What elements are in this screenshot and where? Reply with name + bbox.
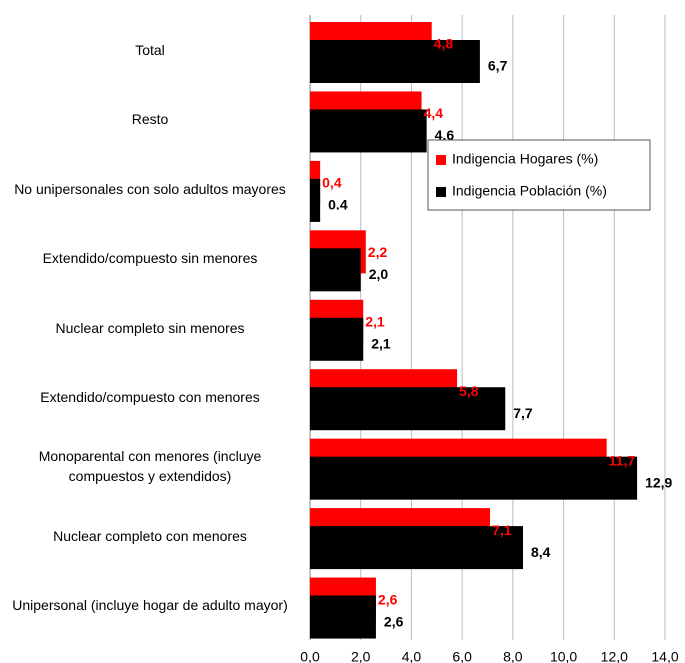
bar xyxy=(310,526,523,570)
bar xyxy=(310,317,364,361)
value-label: 7,1 xyxy=(492,522,512,538)
y-tick-label: No unipersonales con solo adultos mayore… xyxy=(14,180,286,197)
y-tick-label: Nuclear completo sin menores xyxy=(55,319,245,336)
value-label: 4,4 xyxy=(424,105,444,121)
legend-swatch xyxy=(436,155,446,165)
y-tick-label: Monoparental con menores (incluye compue… xyxy=(38,448,262,485)
x-tick-label: 4,0 xyxy=(402,649,422,663)
y-tick-label: Total xyxy=(135,41,165,58)
bar xyxy=(310,595,376,639)
value-label: 2,0 xyxy=(369,266,389,282)
value-label: 11,7 xyxy=(609,452,636,468)
value-label: 2,6 xyxy=(378,591,398,607)
x-tick-label: 2,0 xyxy=(351,649,371,663)
y-tick-label: Extendido/compuesto con menores xyxy=(40,388,260,405)
bar xyxy=(310,387,506,431)
value-label: 12,9 xyxy=(645,474,672,490)
legend-label: Indigencia Hogares (%) xyxy=(452,151,598,167)
y-tick-label: Unipersonal (incluye hogar de adulto may… xyxy=(12,597,288,614)
value-label: 5,8 xyxy=(459,383,479,399)
x-tick-label: 10,0 xyxy=(550,649,577,663)
x-tick-label: 14,0 xyxy=(651,649,678,663)
legend-box xyxy=(427,139,651,211)
bar xyxy=(310,40,480,83)
value-label: 2,1 xyxy=(371,335,391,351)
value-label: 2,1 xyxy=(365,313,385,329)
bar xyxy=(310,178,321,222)
value-label: 2,2 xyxy=(368,244,388,260)
bar xyxy=(310,109,427,153)
value-label: 4,8 xyxy=(434,36,454,52)
x-tick-label: 0,0 xyxy=(300,649,320,663)
bar xyxy=(310,456,638,500)
legend-swatch xyxy=(436,187,446,197)
value-label: 8,4 xyxy=(531,544,551,560)
y-tick-label: Resto xyxy=(131,111,169,128)
y-tick-label: Nuclear completo con menores xyxy=(53,527,247,544)
x-tick-label: 6,0 xyxy=(452,649,472,663)
bar xyxy=(310,248,361,292)
y-tick-label: Extendido/compuesto sin menores xyxy=(42,250,258,267)
value-label: 0,4 xyxy=(322,175,342,191)
x-tick-label: 12,0 xyxy=(601,649,628,663)
value-label: 6,7 xyxy=(488,58,508,74)
legend-label: Indigencia Población (%) xyxy=(452,183,607,199)
value-label: 7,7 xyxy=(513,405,533,421)
value-label: 4,6 xyxy=(435,127,455,143)
x-tick-label: 8,0 xyxy=(503,649,523,663)
value-label: 0.4 xyxy=(328,197,348,213)
value-label: 2,6 xyxy=(384,613,404,629)
